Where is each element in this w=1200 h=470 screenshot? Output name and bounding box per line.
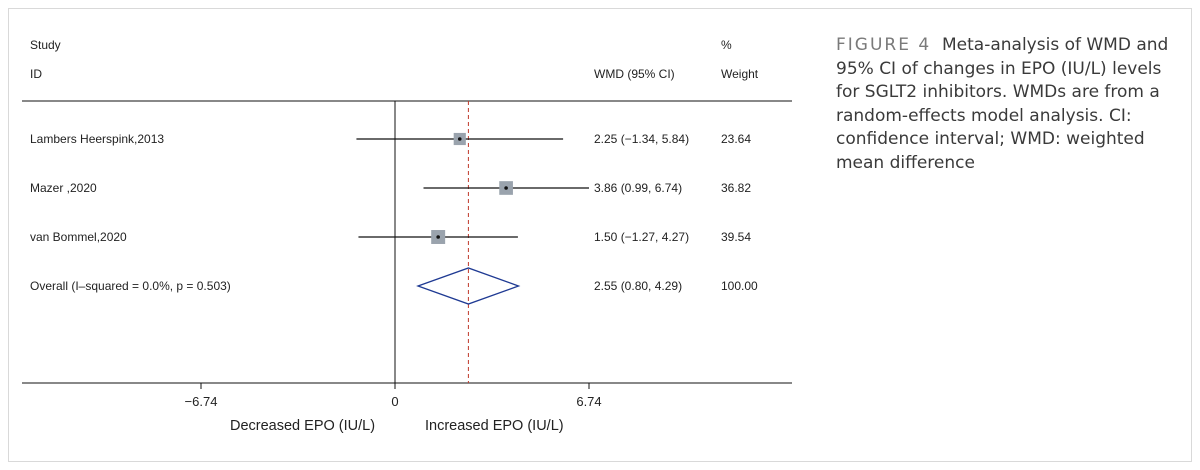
- header-weight-pct: %: [721, 38, 732, 52]
- study-weight: 36.82: [721, 181, 751, 195]
- study-ci-text: 2.25 (−1.34, 5.84): [594, 132, 689, 146]
- figure-frame: [8, 8, 1192, 462]
- forest-plot: Study ID WMD (95% CI) % Weight Decreased…: [22, 38, 792, 434]
- study-point: [436, 235, 440, 239]
- overall-label: Overall (I–squared = 0.0%, p = 0.503): [30, 279, 231, 293]
- study-label: Mazer ,2020: [30, 181, 97, 195]
- figure-caption: FIGURE 4 Meta-analysis of WMD and 95% CI…: [836, 34, 1181, 175]
- study-weight: 23.64: [721, 132, 751, 146]
- study-label: Lambers Heerspink,2013: [30, 132, 164, 146]
- study-weight: 39.54: [721, 230, 751, 244]
- figure-caption-label: FIGURE 4: [836, 35, 932, 55]
- header-weight: Weight: [721, 67, 759, 81]
- x-axis-label-left: Decreased EPO (IU/L): [230, 418, 375, 434]
- header-effect: WMD (95% CI): [594, 67, 675, 81]
- x-axis-label-right: Increased EPO (IU/L): [425, 418, 564, 434]
- x-tick-label: −6.74: [185, 394, 218, 409]
- overall-weight: 100.00: [721, 279, 758, 293]
- study-ci-text: 3.86 (0.99, 6.74): [594, 181, 682, 195]
- overall-ci-text: 2.55 (0.80, 4.29): [594, 279, 682, 293]
- x-tick-label: 0: [391, 394, 398, 409]
- x-tick-label: 6.74: [576, 394, 601, 409]
- study-ci-text: 1.50 (−1.27, 4.27): [594, 230, 689, 244]
- study-label: van Bommel,2020: [30, 230, 127, 244]
- overall-diamond: [416, 267, 521, 305]
- study-point: [504, 186, 508, 190]
- header-id: ID: [30, 67, 42, 81]
- figure-caption-text: Meta-analysis of WMD and 95% CI of chang…: [836, 35, 1169, 173]
- header-study: Study: [30, 38, 61, 52]
- study-point: [457, 137, 462, 141]
